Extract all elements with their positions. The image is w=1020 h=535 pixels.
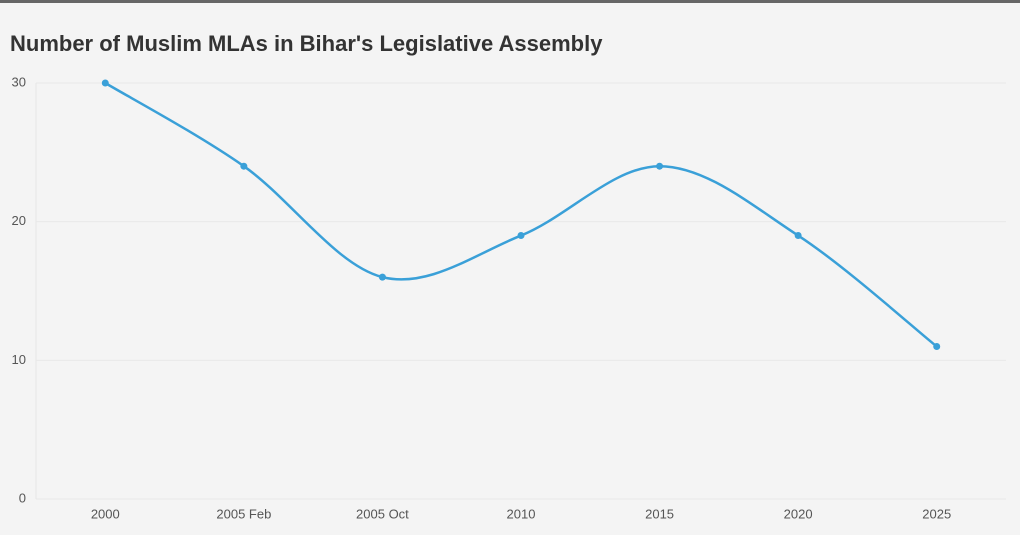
point [378,273,386,281]
line [104,81,938,348]
point [794,232,802,240]
top-bar [0,0,1020,3]
x-tick-label: 2000 [91,506,120,521]
y-tick-label: 30 [12,74,26,89]
x-tick-label: 2005 Feb [216,506,271,521]
chart-title: Number of Muslim MLAs in Bihar's Legisla… [10,31,603,56]
x-tick-label: 2005 Oct [356,506,409,521]
point [240,162,248,170]
x-tick-label: 2025 [922,506,951,521]
y-tick-label: 10 [12,352,26,367]
point [101,79,109,87]
point [656,162,664,170]
point [517,232,525,240]
y-tick-label: 20 [12,213,26,228]
point [933,342,941,350]
x-tick-label: 2010 [507,506,536,521]
x-tick-label: 2015 [645,506,674,521]
x-tick-label: 2020 [784,506,813,521]
y-tick-label: 0 [19,490,26,505]
